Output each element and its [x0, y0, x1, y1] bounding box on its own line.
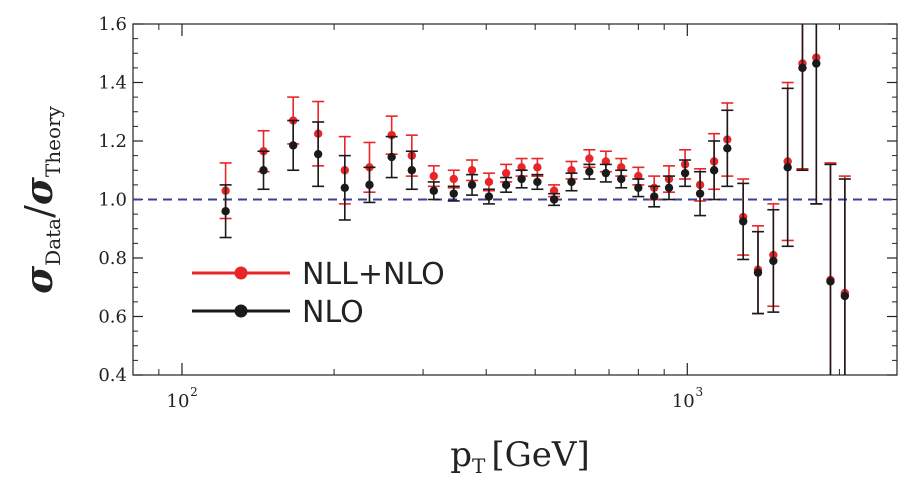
- data-point: [365, 180, 374, 190]
- y-title-den: σ: [16, 176, 61, 205]
- data-point: [533, 163, 542, 172]
- x-title-unit: [GeV]: [491, 435, 589, 475]
- data-point: [387, 152, 396, 162]
- x-tick-label: 10: [167, 391, 190, 412]
- data-point: [340, 183, 349, 192]
- data-point: [288, 141, 298, 150]
- y-tick-label: 0.8: [98, 248, 127, 269]
- data-point: [617, 174, 626, 184]
- y-title-den-sub: Theory: [41, 105, 65, 177]
- y-title-slash: /: [17, 205, 61, 218]
- data-point: [484, 192, 494, 201]
- data-point: [650, 192, 659, 201]
- data-point: [501, 180, 511, 190]
- y-tick-label: 1.0: [98, 190, 127, 211]
- data-point: [601, 168, 611, 178]
- data-point: [549, 186, 559, 195]
- x-tick-exponent: 2: [190, 385, 198, 399]
- data-point: [840, 291, 850, 301]
- data-point: [617, 163, 626, 172]
- data-point: [449, 174, 458, 184]
- data-point: [738, 217, 748, 226]
- data-point: [567, 166, 576, 175]
- data-point: [467, 180, 477, 190]
- data-point: [709, 166, 719, 175]
- data-point: [783, 163, 792, 172]
- x-axis-title: pT [GeV]: [450, 435, 589, 478]
- data-point: [259, 166, 268, 175]
- y-title-num: σ: [16, 265, 61, 294]
- data-point: [585, 154, 594, 163]
- data-point: [812, 59, 821, 68]
- x-tick-label: 10: [672, 391, 695, 412]
- series-1: [219, 24, 851, 375]
- x-title-main: p: [450, 435, 472, 475]
- data-point: [601, 157, 611, 166]
- data-point: [634, 171, 643, 181]
- data-point: [449, 189, 458, 198]
- series-0: [219, 24, 851, 375]
- x-title-sub: T: [472, 454, 486, 478]
- data-point: [429, 171, 438, 181]
- data-point: [517, 163, 526, 172]
- data-layer: [219, 24, 851, 375]
- x-tick-exponent: 3: [695, 385, 703, 399]
- data-point: [798, 63, 807, 73]
- data-point: [753, 268, 763, 277]
- svg-text:pT[GeV]: pT [GeV]: [450, 435, 589, 478]
- data-point: [429, 186, 438, 195]
- data-point: [723, 144, 732, 153]
- data-point: [585, 167, 594, 176]
- data-point: [533, 177, 542, 187]
- y-axis-title: σData/σTheory: [16, 105, 65, 293]
- legend-marker: [234, 304, 248, 318]
- legend-marker: [234, 266, 248, 280]
- data-point: [826, 277, 835, 286]
- data-point: [680, 168, 690, 178]
- data-point: [501, 168, 511, 178]
- data-point: [467, 166, 477, 175]
- data-point: [407, 166, 417, 175]
- data-point: [549, 195, 559, 204]
- data-point: [769, 256, 778, 266]
- y-tick-label: 0.4: [98, 365, 127, 386]
- y-tick-label: 0.6: [98, 307, 127, 328]
- data-point: [221, 207, 230, 216]
- svg-text:σData/σTheory: σData/σTheory: [16, 105, 65, 293]
- data-point: [484, 177, 494, 187]
- data-point: [567, 177, 576, 187]
- data-point: [695, 189, 705, 198]
- legend-label: NLO: [302, 295, 364, 330]
- y-tick-label: 1.2: [98, 131, 127, 152]
- y-title-num-sub: Data: [41, 218, 65, 266]
- data-point: [634, 183, 643, 192]
- y-tick-label: 1.6: [98, 14, 127, 35]
- data-point: [517, 174, 526, 184]
- legend-label: NLL+NLO: [302, 257, 445, 292]
- data-point: [313, 149, 323, 159]
- y-tick-label: 1.4: [98, 73, 127, 94]
- data-point: [664, 183, 674, 192]
